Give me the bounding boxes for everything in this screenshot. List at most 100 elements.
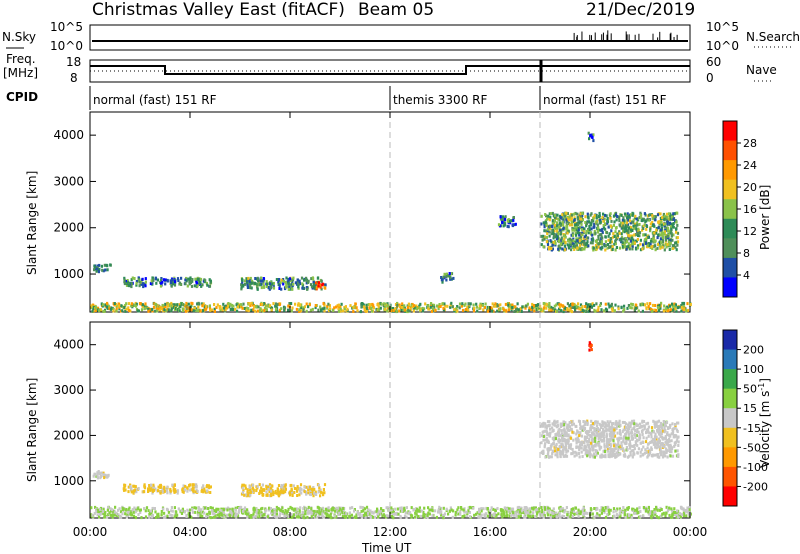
data-cell-1036 — [307, 505, 310, 509]
data-cell-1634 — [571, 223, 574, 227]
data-cell-2307 — [575, 441, 578, 445]
data-cell-337 — [405, 515, 408, 519]
data-cell-2124 — [572, 422, 575, 426]
data-cell-2130 — [551, 219, 554, 223]
data-cell-515 — [408, 309, 411, 313]
data-cell-2427 — [542, 245, 545, 249]
data-cell-1685 — [593, 222, 596, 226]
data-cell-536 — [391, 309, 394, 312]
data-cell-1153 — [382, 513, 385, 517]
data-cell-1710 — [561, 452, 565, 456]
data-cell-603 — [535, 304, 538, 307]
data-cell-1775 — [663, 217, 666, 221]
data-cell-900 — [532, 304, 536, 308]
data-cell-2274 — [675, 428, 679, 432]
data-cell-1248 — [552, 511, 555, 515]
data-cell-1389 — [319, 285, 322, 289]
data-cell-645 — [154, 302, 157, 306]
data-cell-1568 — [267, 485, 270, 489]
data-cell-2101 — [576, 437, 579, 441]
data-cell-2349 — [602, 430, 605, 434]
data-cell-402 — [647, 305, 650, 308]
data-cell-2433 — [557, 225, 560, 229]
data-cell-2208 — [627, 436, 630, 440]
data-cell-1317 — [292, 282, 295, 286]
data-cell-955 — [472, 506, 475, 510]
data-cell-695 — [252, 515, 255, 519]
data-cell-2130 — [582, 420, 585, 423]
data-cell-107 — [470, 506, 473, 510]
data-cell-1014 — [98, 263, 101, 267]
data-cell-2265 — [609, 240, 612, 244]
data-cell-2242 — [644, 440, 648, 444]
data-cell-1775 — [659, 445, 662, 449]
data-cell-1114 — [220, 509, 223, 513]
data-cell-328 — [636, 507, 639, 511]
data-cell-2344 — [544, 229, 547, 233]
data-cell-2320 — [559, 242, 562, 246]
data-cell-647 — [665, 309, 668, 313]
data-cell-934 — [410, 515, 413, 519]
data-cell-2245 — [559, 223, 562, 227]
data-cell-823 — [297, 302, 300, 306]
data-cell-1158 — [222, 507, 225, 511]
data-cell-645 — [438, 507, 441, 511]
data-cell-227 — [377, 509, 380, 513]
data-cell-192 — [162, 507, 165, 511]
data-cell-809 — [224, 308, 227, 312]
data-cell-852 — [631, 507, 634, 511]
data-cell-1660 — [658, 428, 661, 432]
data-cell-841 — [248, 302, 251, 306]
data-cell-2019 — [663, 424, 666, 428]
data-cell-2229 — [547, 447, 550, 451]
data-cell-307 — [152, 305, 156, 309]
data-cell-1163 — [130, 285, 133, 289]
data-cell-2124 — [610, 240, 613, 244]
data-cell-1344 — [310, 285, 314, 289]
data-cell-2009 — [559, 451, 562, 455]
data-cell-359 — [634, 508, 637, 512]
data-cell-1347 — [275, 278, 278, 281]
data-cell-2005 — [636, 451, 639, 455]
data-cell-250 — [173, 515, 176, 519]
data-cell-739 — [160, 513, 163, 517]
data-cell-905 — [429, 305, 432, 309]
data-cell-428 — [685, 309, 688, 313]
data-cell-765 — [394, 307, 397, 311]
data-cell-448 — [475, 302, 478, 306]
data-cell-1107 — [447, 512, 450, 516]
data-cell-417 — [458, 302, 462, 306]
data-cell-908 — [511, 306, 514, 309]
data-cell-1205 — [380, 507, 383, 511]
data-cell-845 — [660, 508, 663, 511]
data-cell-2330 — [671, 238, 674, 242]
data-cell-2003 — [627, 432, 630, 436]
data-cell-1596 — [303, 485, 306, 489]
data-cell-2115 — [592, 238, 595, 242]
data-cell-1106 — [196, 284, 199, 288]
data-cell-526 — [187, 302, 190, 306]
data-cell-1107 — [176, 277, 180, 281]
data-cell-2091 — [641, 428, 644, 432]
data-cell-1903 — [666, 433, 669, 436]
data-cell-422 — [94, 505, 97, 509]
data-cell-492 — [377, 308, 380, 312]
data-cell-2173 — [673, 244, 676, 248]
data-cell-715 — [125, 515, 128, 519]
data-cell-2287 — [659, 244, 662, 248]
data-cell-2292 — [636, 438, 639, 442]
data-cell-2430 — [585, 221, 589, 225]
data-cell-2084 — [559, 229, 562, 233]
data-cell-203 — [675, 513, 679, 517]
data-cell-817 — [613, 309, 616, 313]
freq-trace — [90, 60, 690, 82]
data-cell-1302 — [297, 283, 300, 287]
data-cell-2373 — [576, 246, 579, 250]
data-cell-797 — [258, 509, 261, 513]
data-cell-2036 — [658, 441, 661, 444]
data-cell-1280 — [148, 484, 151, 487]
data-cell-1274 — [99, 475, 102, 478]
data-cell-2240 — [584, 221, 587, 224]
data-cell-104 — [367, 303, 370, 307]
data-cell-835 — [114, 302, 117, 306]
